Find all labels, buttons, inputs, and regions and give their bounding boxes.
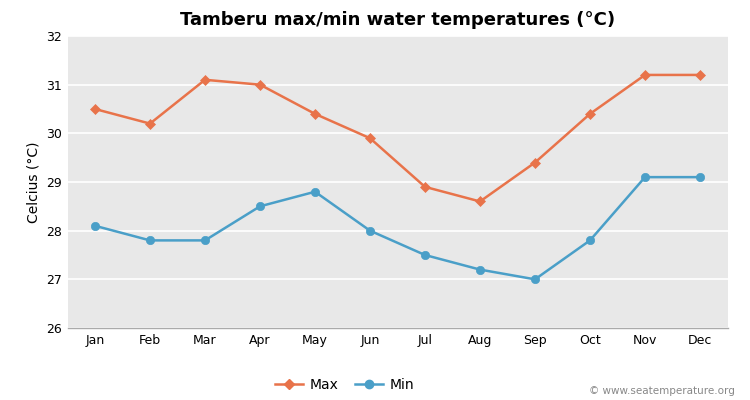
Y-axis label: Celcius (°C): Celcius (°C) xyxy=(26,141,40,223)
Max xyxy=(640,72,650,77)
Min xyxy=(91,223,100,228)
Max xyxy=(256,82,265,87)
Max xyxy=(365,136,374,141)
Max xyxy=(310,112,320,116)
Max xyxy=(586,112,595,116)
Max xyxy=(91,106,100,111)
Min xyxy=(310,189,320,194)
Min xyxy=(200,238,209,243)
Min xyxy=(640,175,650,180)
Max xyxy=(421,184,430,189)
Min xyxy=(586,238,595,243)
Max xyxy=(695,72,704,77)
Max xyxy=(476,199,484,204)
Title: Tamberu max/min water temperatures (°C): Tamberu max/min water temperatures (°C) xyxy=(180,11,615,29)
Line: Min: Min xyxy=(91,173,704,284)
Min xyxy=(530,277,539,282)
Min xyxy=(146,238,154,243)
Min xyxy=(695,175,704,180)
Max xyxy=(530,160,539,165)
Max xyxy=(146,121,154,126)
Min xyxy=(476,267,484,272)
Text: © www.seatemperature.org: © www.seatemperature.org xyxy=(590,386,735,396)
Min xyxy=(365,228,374,233)
Line: Max: Max xyxy=(92,72,704,205)
Min xyxy=(256,204,265,209)
Max xyxy=(200,77,209,82)
Min xyxy=(421,253,430,258)
Legend: Max, Min: Max, Min xyxy=(269,373,420,398)
